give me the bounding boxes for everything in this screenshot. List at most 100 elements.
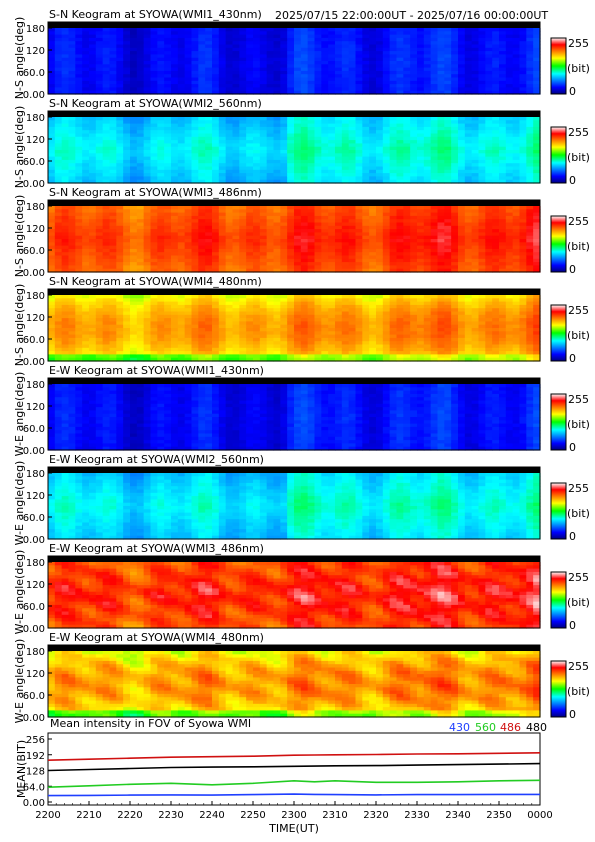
keogram-cell <box>123 120 131 125</box>
keogram-cell <box>437 242 445 247</box>
keogram-cell <box>464 173 473 177</box>
keogram-cell <box>95 70 104 75</box>
keogram-cell <box>294 51 302 55</box>
keogram-cell <box>294 80 302 85</box>
keogram-cell <box>410 64 418 69</box>
keogram-cell <box>54 301 63 306</box>
keogram-cell <box>307 166 316 171</box>
keogram-cell <box>130 117 138 121</box>
keogram-cell <box>246 146 254 151</box>
keogram-cell <box>205 301 213 306</box>
keogram-cell <box>157 229 165 233</box>
keogram-cell <box>471 123 480 128</box>
keogram-cell <box>212 140 220 144</box>
keogram-cell <box>239 126 247 131</box>
keogram-cell <box>294 219 302 224</box>
keogram-cell <box>177 239 186 243</box>
keogram-cell <box>225 311 234 316</box>
keogram-cell <box>430 136 439 141</box>
keogram-cell <box>294 117 302 121</box>
keogram-cell <box>348 74 357 79</box>
keogram-cell <box>48 179 56 184</box>
keogram-cell <box>225 215 234 220</box>
keogram-cell <box>143 357 152 362</box>
keogram-cell <box>314 225 322 230</box>
keogram-cell <box>485 248 493 253</box>
keogram-cell <box>423 153 432 158</box>
keogram-cell <box>218 84 227 88</box>
keogram-cell <box>109 245 117 250</box>
keogram-cell <box>478 126 486 131</box>
keogram-cell <box>505 51 514 55</box>
keogram-cell <box>451 87 459 92</box>
keogram-cell <box>177 140 186 144</box>
keogram-cell <box>423 146 432 151</box>
keogram-cell <box>444 255 452 260</box>
keogram-cell <box>150 64 158 69</box>
keogram-cell <box>212 242 220 247</box>
keogram-cell <box>355 140 363 144</box>
keogram-cell <box>157 44 165 49</box>
keogram-cell <box>232 239 240 243</box>
keogram-cell <box>464 117 473 121</box>
keogram-cell <box>471 173 480 177</box>
keogram-cell <box>307 51 316 55</box>
keogram-cell <box>89 265 97 270</box>
keogram-cell <box>82 222 90 227</box>
keogram-cell <box>218 301 227 306</box>
keogram-cell <box>259 77 268 82</box>
keogram-cell <box>505 87 514 92</box>
keogram-cell <box>95 61 104 65</box>
keogram-cell <box>123 314 131 319</box>
keogram-cell <box>205 328 213 332</box>
keogram-cell <box>116 304 124 309</box>
keogram-cell <box>68 248 76 253</box>
keogram-cell <box>355 248 363 253</box>
keogram-cell <box>239 140 247 144</box>
keogram-cell <box>533 232 541 237</box>
keogram-cell <box>526 159 534 164</box>
keogram-cell <box>492 156 500 161</box>
keogram-cell <box>123 163 131 168</box>
keogram-cell <box>68 295 76 299</box>
keogram-cell <box>410 41 418 46</box>
keogram-cell <box>492 87 500 92</box>
keogram-cell <box>314 146 322 151</box>
keogram-cell <box>48 341 56 346</box>
keogram-cell <box>212 57 220 62</box>
keogram-cell <box>437 206 445 210</box>
keogram-cell <box>505 117 514 121</box>
keogram-cell <box>205 215 213 220</box>
keogram-cell <box>382 219 391 224</box>
keogram-cell <box>499 242 507 247</box>
keogram-cell <box>232 41 240 46</box>
keogram-cell <box>335 51 343 55</box>
keogram-cell <box>362 229 370 233</box>
keogram-cell <box>478 143 486 148</box>
keogram-cell <box>280 140 288 144</box>
keogram-cell <box>130 28 138 32</box>
keogram-cell <box>82 130 90 135</box>
keogram-cell <box>130 344 138 349</box>
keogram-cell <box>150 262 158 266</box>
keogram-cell <box>143 133 152 138</box>
keogram-cell <box>75 87 83 92</box>
keogram-cell <box>266 176 275 181</box>
keogram-cell <box>355 163 363 168</box>
keogram-cell <box>136 64 145 69</box>
keogram-cell <box>464 120 473 125</box>
keogram-cell <box>417 212 425 217</box>
keogram-cell <box>136 176 145 181</box>
keogram-cell <box>253 34 261 39</box>
keogram-cell <box>239 212 247 217</box>
keogram-cell <box>382 255 391 260</box>
keogram-cell <box>54 265 63 270</box>
keogram-cell <box>259 265 268 270</box>
keogram-cell <box>437 229 445 233</box>
keogram-cell <box>389 150 398 154</box>
keogram-cell <box>48 133 56 138</box>
keogram-cell <box>225 67 234 72</box>
keogram-cell <box>492 61 500 65</box>
keogram-cell <box>48 173 56 177</box>
keogram-cell <box>157 232 165 237</box>
